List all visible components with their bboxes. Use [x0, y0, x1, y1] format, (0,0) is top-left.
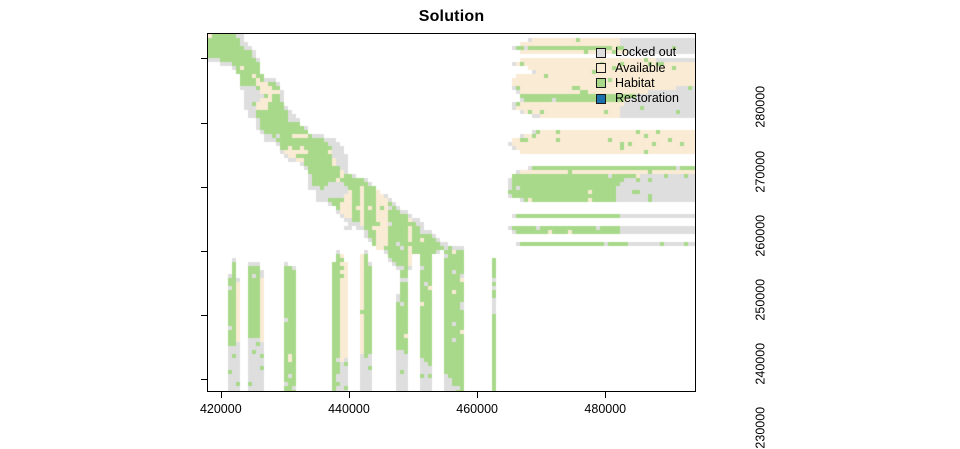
y-tick-mark	[201, 315, 207, 317]
map-plot-area[interactable]	[207, 33, 696, 392]
legend-label-habitat: Habitat	[615, 75, 655, 90]
y-tick-mark	[201, 58, 207, 60]
x-tick-label: 480000	[584, 402, 627, 416]
y-tick-mark	[201, 122, 207, 124]
x-tick-label: 440000	[328, 402, 370, 416]
legend: Locked out Available Habitat Restoration	[596, 45, 679, 106]
legend-swatch-available	[596, 62, 606, 73]
legend-item-locked-out[interactable]: Locked out	[596, 45, 679, 60]
y-tick-label: 240000	[754, 343, 768, 385]
y-tick-label: 250000	[754, 278, 768, 321]
legend-label-available: Available	[615, 60, 666, 75]
page-title: Solution	[418, 8, 485, 25]
legend-swatch-habitat	[596, 78, 606, 89]
x-tick-mark	[220, 392, 222, 398]
legend-item-habitat[interactable]: Habitat	[596, 76, 679, 91]
y-tick-mark	[201, 186, 207, 188]
y-tick-label: 260000	[754, 214, 768, 257]
legend-swatch-restoration	[596, 93, 606, 104]
x-tick-mark	[477, 392, 479, 398]
x-tick-mark	[348, 392, 350, 398]
y-tick-mark	[201, 251, 207, 253]
legend-swatch-locked-out	[596, 47, 606, 58]
x-tick-label: 420000	[199, 402, 242, 416]
y-tick-label: 230000	[754, 407, 768, 449]
x-tick-label: 460000	[456, 402, 498, 416]
solution-raster-map	[208, 34, 695, 391]
legend-label-locked-out: Locked out	[615, 45, 677, 60]
x-tick-mark	[605, 392, 607, 398]
legend-item-restoration[interactable]: Restoration	[596, 91, 679, 106]
y-tick-mark	[201, 379, 207, 381]
legend-label-restoration: Restoration	[615, 91, 679, 106]
y-tick-label: 280000	[754, 86, 768, 128]
plot-root: Solution 420000 440000 460000 480000 230000…	[199, 8, 768, 449]
legend-item-available[interactable]: Available	[596, 60, 679, 75]
y-tick-label: 270000	[754, 150, 768, 193]
